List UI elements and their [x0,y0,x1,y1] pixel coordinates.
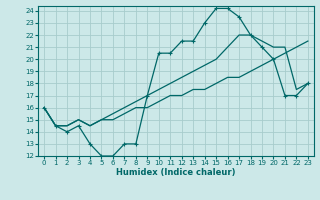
X-axis label: Humidex (Indice chaleur): Humidex (Indice chaleur) [116,168,236,177]
